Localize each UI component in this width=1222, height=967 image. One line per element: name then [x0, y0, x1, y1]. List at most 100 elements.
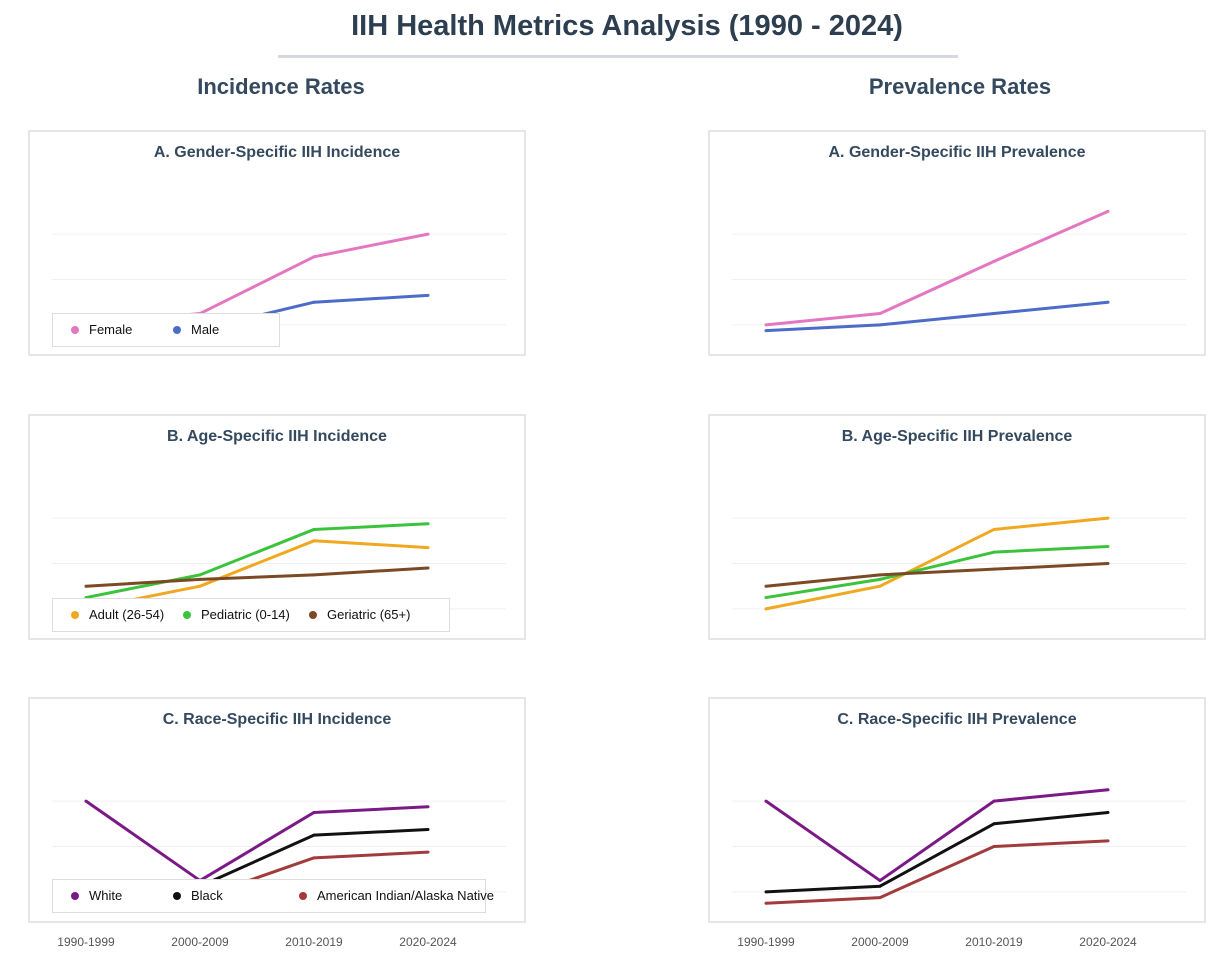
chart-title: B. Age-Specific IIH Prevalence: [841, 428, 1073, 445]
chart-panel-prevalence-age: B. Age-Specific IIH Prevalence: [708, 414, 1206, 640]
legend-label: Adult (26-54): [89, 607, 165, 622]
title-divider: [278, 55, 958, 58]
chart-title: C. Race-Specific IIH Prevalence: [837, 711, 1077, 728]
data-point-american-indian-alaska-native: [878, 896, 882, 900]
chart-title: C. Race-Specific IIH Incidence: [162, 711, 392, 728]
legend-label: Geriatric (65+): [327, 607, 411, 622]
chart-title: A. Gender-Specific IIH Prevalence: [828, 144, 1086, 161]
series-line-black: [765, 810, 1109, 894]
data-point-white: [992, 799, 996, 803]
data-point-pediatric-0-14: [878, 577, 882, 581]
series-line-pediatric-0-14: [85, 522, 429, 600]
x-tick-label: 2020-2024: [399, 935, 457, 949]
legend-label: Male: [191, 322, 220, 337]
data-point-female: [1106, 209, 1110, 213]
chart-plot-area: [732, 209, 1186, 333]
x-tick-label: 2020-2024: [1079, 935, 1137, 949]
legend-item-black[interactable]: Black: [173, 880, 223, 912]
chart-panel-incidence-gender: A. Gender-Specific IIH Incidence Female M…: [28, 130, 526, 356]
chart-panel-incidence-age: B. Age-Specific IIH Incidence Adult (26-…: [28, 414, 526, 640]
legend-label: Black: [191, 888, 223, 903]
data-point-white: [312, 810, 316, 814]
data-point-adult-26-54: [1106, 516, 1110, 520]
data-point-geriatric-65: [992, 567, 996, 571]
legend-marker-icon: [299, 891, 307, 900]
series-line-geriatric-65: [85, 566, 429, 588]
legend-marker-icon: [71, 610, 79, 619]
chart-plot-area: [732, 516, 1186, 611]
chart-legend: Adult (26-54) Pediatric (0-14) Geriatric (…: [52, 598, 450, 632]
chart-legend: White Black American Indian/Alaska Native: [52, 879, 494, 913]
legend-marker-icon: [173, 891, 181, 900]
x-tick-label: 1990-1999: [57, 935, 115, 949]
chart-panel-prevalence-gender: A. Gender-Specific IIH Prevalence: [708, 130, 1206, 356]
x-tick-label: 2000-2009: [851, 935, 909, 949]
x-tick-label: 1990-1999: [737, 935, 795, 949]
data-point-adult-26-54: [764, 607, 768, 611]
legend-marker-icon: [173, 325, 181, 334]
data-point-black: [992, 822, 996, 826]
data-point-black: [312, 833, 316, 837]
data-point-female: [764, 323, 768, 327]
data-point-geriatric-65: [426, 566, 430, 570]
data-point-black: [764, 890, 768, 894]
data-point-pediatric-0-14: [426, 522, 430, 526]
legend-item-american-indian-alaska-native[interactable]: American Indian/Alaska Native: [299, 880, 494, 912]
page-title: IIH Health Metrics Analysis (1990 - 2024…: [351, 10, 903, 42]
series-line-white: [85, 799, 429, 883]
data-point-white: [878, 879, 882, 883]
legend-marker-icon: [71, 325, 79, 334]
data-point-pediatric-0-14: [198, 573, 202, 577]
data-point-geriatric-65: [878, 573, 882, 577]
legend-item-male[interactable]: Male: [173, 314, 219, 346]
column-title-incidence: Incidence Rates: [197, 74, 365, 99]
chart-title: A. Gender-Specific IIH Incidence: [153, 144, 401, 161]
legend-item-pediatric-0-14[interactable]: Pediatric (0-14): [183, 599, 290, 631]
data-point-female: [992, 259, 996, 263]
data-point-female: [878, 312, 882, 316]
chart-panel-prevalence-race: C. Race-Specific IIH Prevalence: [708, 697, 1206, 923]
legend-item-adult-26-54[interactable]: Adult (26-54): [71, 599, 164, 631]
data-point-geriatric-65: [198, 577, 202, 581]
chart-title: B. Age-Specific IIH Incidence: [167, 428, 387, 445]
legend-item-female[interactable]: Female: [71, 314, 132, 346]
chart-legend: Female Male: [52, 313, 280, 347]
x-axis-labels-incidence: 1990-1999 2000-2009 2010-2019 2020-2024: [28, 935, 526, 951]
data-point-male: [878, 323, 882, 327]
legend-marker-icon: [309, 610, 317, 619]
data-point-american-indian-alaska-native: [1106, 839, 1110, 843]
x-tick-label: 2010-2019: [965, 935, 1023, 949]
data-point-adult-26-54: [992, 527, 996, 531]
data-point-pediatric-0-14: [992, 550, 996, 554]
data-point-pediatric-0-14: [1106, 544, 1110, 548]
data-point-male: [312, 300, 316, 304]
legend-label: Pediatric (0-14): [201, 607, 290, 622]
data-point-female: [312, 255, 316, 259]
column-title-prevalence: Prevalence Rates: [868, 74, 1052, 99]
data-point-american-indian-alaska-native: [312, 856, 316, 860]
data-point-female: [426, 232, 430, 236]
data-point-white: [426, 805, 430, 809]
data-point-geriatric-65: [312, 573, 316, 577]
data-point-black: [1106, 810, 1110, 814]
data-point-american-indian-alaska-native: [992, 845, 996, 848]
legend-item-white[interactable]: White: [71, 880, 122, 912]
chart-panel-incidence-race: C. Race-Specific IIH Incidence White Blac…: [28, 697, 526, 923]
x-axis-labels-prevalence: 1990-1999 2000-2009 2010-2019 2020-2024: [708, 935, 1206, 951]
series-line-geriatric-65: [765, 562, 1109, 588]
legend-item-geriatric-65[interactable]: Geriatric (65+): [309, 599, 410, 631]
series-line-adult-26-54: [85, 539, 429, 611]
data-point-white: [1106, 788, 1110, 792]
chart-plot-area: [732, 788, 1186, 905]
data-point-black: [878, 884, 882, 888]
legend-label: Female: [89, 322, 133, 337]
x-tick-label: 2000-2009: [171, 935, 229, 949]
data-point-geriatric-65: [764, 584, 768, 588]
data-point-geriatric-65: [84, 584, 88, 588]
legend-label: White: [89, 888, 123, 903]
data-point-white: [84, 799, 88, 803]
data-point-adult-26-54: [198, 584, 202, 588]
series-line-white: [765, 788, 1109, 883]
legend-label: American Indian/Alaska Native: [317, 888, 495, 903]
legend-marker-icon: [183, 610, 191, 619]
